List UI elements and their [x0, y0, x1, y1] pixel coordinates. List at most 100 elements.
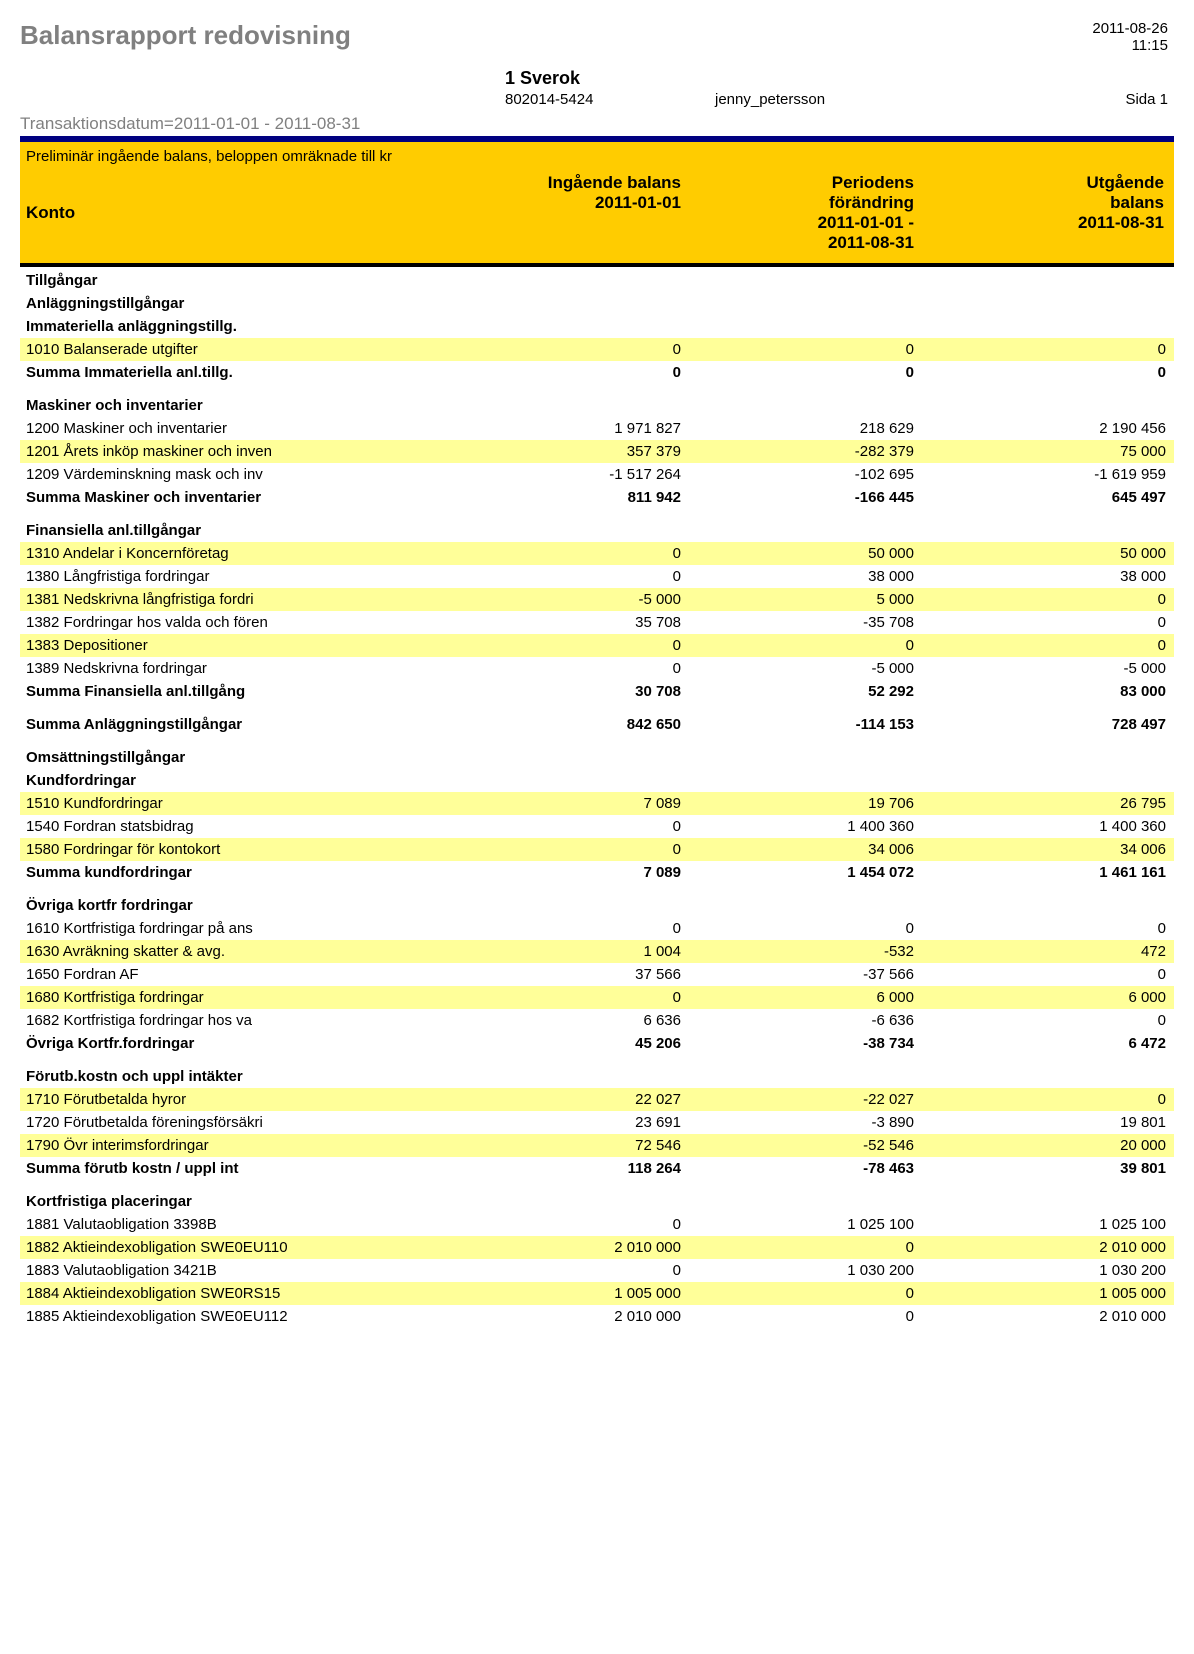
- report-title: Balansrapport redovisning: [20, 20, 351, 51]
- closing-balance-cell: [922, 1066, 1168, 1087]
- closing-balance-cell: 0: [922, 918, 1168, 939]
- data-row: 1650 Fordran AF37 566-37 5660: [20, 963, 1174, 986]
- period-change-cell: -3 890: [689, 1112, 922, 1133]
- data-row: 1580 Fordringar för kontokort034 00634 0…: [20, 838, 1174, 861]
- account-label: Kundfordringar: [26, 770, 421, 791]
- section-gap: [20, 703, 1174, 713]
- balance-table: TillgångarAnläggningstillgångarImmaterie…: [20, 269, 1174, 1328]
- account-label: Immateriella anläggningstillg.: [26, 316, 421, 337]
- account-label: Övriga kortfr fordringar: [26, 895, 421, 916]
- period-change-cell: [689, 747, 922, 768]
- sum-row: Summa kundfordringar7 0891 454 0721 461 …: [20, 861, 1174, 884]
- data-row: 1383 Depositioner000: [20, 634, 1174, 657]
- account-label: Summa Maskiner och inventarier: [26, 487, 421, 508]
- user-name: jenny_petersson: [715, 91, 825, 108]
- account-label: 1883 Valutaobligation 3421B: [26, 1260, 421, 1281]
- period-change-cell: 50 000: [689, 543, 922, 564]
- sum-row: Summa Finansiella anl.tillgång30 70852 2…: [20, 680, 1174, 703]
- period-change-cell: 0: [689, 1306, 922, 1327]
- account-label: 1540 Fordran statsbidrag: [26, 816, 421, 837]
- data-row: 1710 Förutbetalda hyror22 027-22 0270: [20, 1088, 1174, 1111]
- closing-balance-cell: 0: [922, 964, 1168, 985]
- closing-balance-cell: 6 000: [922, 987, 1168, 1008]
- section-heading: Immateriella anläggningstillg.: [20, 315, 1174, 338]
- closing-balance-cell: [922, 770, 1168, 791]
- section-heading: Övriga kortfr fordringar: [20, 894, 1174, 917]
- opening-balance-cell: 0: [421, 635, 689, 656]
- report-time: 11:15: [1092, 37, 1168, 54]
- section-heading: Maskiner och inventarier: [20, 394, 1174, 417]
- sum-row: Övriga Kortfr.fordringar45 206-38 7346 4…: [20, 1032, 1174, 1055]
- account-label: 1310 Andelar i Koncernföretag: [26, 543, 421, 564]
- closing-balance-cell: 39 801: [922, 1158, 1168, 1179]
- sum-row: Summa förutb kostn / uppl int118 264-78 …: [20, 1157, 1174, 1180]
- data-row: 1885 Aktieindexobligation SWE0EU1122 010…: [20, 1305, 1174, 1328]
- sum-row: Summa Anläggningstillgångar842 650-114 1…: [20, 713, 1174, 736]
- opening-balance-cell: 0: [421, 1214, 689, 1235]
- section-heading: Omsättningstillgångar: [20, 746, 1174, 769]
- opening-balance-cell: 72 546: [421, 1135, 689, 1156]
- closing-balance-cell: 1 400 360: [922, 816, 1168, 837]
- period-change-cell: [689, 1066, 922, 1087]
- period-change-cell: -114 153: [689, 714, 922, 735]
- period-change-cell: [689, 270, 922, 291]
- closing-balance-cell: -5 000: [922, 658, 1168, 679]
- period-change-cell: 6 000: [689, 987, 922, 1008]
- opening-balance-cell: 7 089: [421, 793, 689, 814]
- period-change-cell: 34 006: [689, 839, 922, 860]
- data-row: 1510 Kundfordringar7 08919 70626 795: [20, 792, 1174, 815]
- col-utg: Utgående balans 2011-08-31: [922, 173, 1166, 253]
- data-row: 1200 Maskiner och inventarier1 971 82721…: [20, 417, 1174, 440]
- section-heading: Anläggningstillgångar: [20, 292, 1174, 315]
- sum-row: Summa Maskiner och inventarier811 942-16…: [20, 486, 1174, 509]
- data-row: 1610 Kortfristiga fordringar på ans000: [20, 917, 1174, 940]
- closing-balance-cell: 26 795: [922, 793, 1168, 814]
- data-row: 1881 Valutaobligation 3398B01 025 1001 0…: [20, 1213, 1174, 1236]
- account-label: Anläggningstillgångar: [26, 293, 421, 314]
- closing-balance-cell: 50 000: [922, 543, 1168, 564]
- closing-balance-cell: 83 000: [922, 681, 1168, 702]
- closing-balance-cell: 1 461 161: [922, 862, 1168, 883]
- account-label: 1389 Nedskrivna fordringar: [26, 658, 421, 679]
- company-row: 1 Sverok 802014-5424 jenny_petersson Sid…: [20, 68, 1174, 108]
- closing-balance-cell: 472: [922, 941, 1168, 962]
- closing-balance-cell: 1 030 200: [922, 1260, 1168, 1281]
- closing-balance-cell: 0: [922, 612, 1168, 633]
- opening-balance-cell: [421, 1191, 689, 1212]
- opening-balance-cell: 842 650: [421, 714, 689, 735]
- data-row: 1630 Avräkning skatter & avg.1 004-53247…: [20, 940, 1174, 963]
- account-label: 1382 Fordringar hos valda och fören: [26, 612, 421, 633]
- opening-balance-cell: -1 517 264: [421, 464, 689, 485]
- data-row: 1201 Årets inköp maskiner och inven357 3…: [20, 440, 1174, 463]
- period-change-cell: [689, 395, 922, 416]
- account-label: 1209 Värdeminskning mask och inv: [26, 464, 421, 485]
- col-period: Periodens förändring 2011-01-01 - 2011-0…: [689, 173, 922, 253]
- opening-balance-cell: [421, 895, 689, 916]
- company-orgnr: 802014-5424: [505, 91, 715, 108]
- account-label: Summa kundfordringar: [26, 862, 421, 883]
- account-label: Tillgångar: [26, 270, 421, 291]
- opening-balance-cell: [421, 747, 689, 768]
- account-label: 1010 Balanserade utgifter: [26, 339, 421, 360]
- closing-balance-cell: [922, 520, 1168, 541]
- account-label: 1790 Övr interimsfordringar: [26, 1135, 421, 1156]
- account-label: 1380 Långfristiga fordringar: [26, 566, 421, 587]
- column-headers: Konto Ingående balans 2011-01-01 Periode…: [26, 173, 1166, 253]
- preliminary-note: Preliminär ingående balans, beloppen omr…: [26, 148, 1166, 165]
- period-change-cell: 1 025 100: [689, 1214, 922, 1235]
- opening-balance-cell: 6 636: [421, 1010, 689, 1031]
- period-change-cell: -166 445: [689, 487, 922, 508]
- period-change-cell: [689, 520, 922, 541]
- period-change-cell: -102 695: [689, 464, 922, 485]
- account-label: 1580 Fordringar för kontokort: [26, 839, 421, 860]
- period-change-cell: 38 000: [689, 566, 922, 587]
- opening-balance-cell: 0: [421, 816, 689, 837]
- opening-balance-cell: [421, 293, 689, 314]
- opening-balance-cell: 0: [421, 362, 689, 383]
- closing-balance-cell: 0: [922, 339, 1168, 360]
- opening-balance-cell: 0: [421, 987, 689, 1008]
- data-row: 1882 Aktieindexobligation SWE0EU1102 010…: [20, 1236, 1174, 1259]
- account-label: 1710 Förutbetalda hyror: [26, 1089, 421, 1110]
- closing-balance-cell: 20 000: [922, 1135, 1168, 1156]
- period-change-cell: [689, 1191, 922, 1212]
